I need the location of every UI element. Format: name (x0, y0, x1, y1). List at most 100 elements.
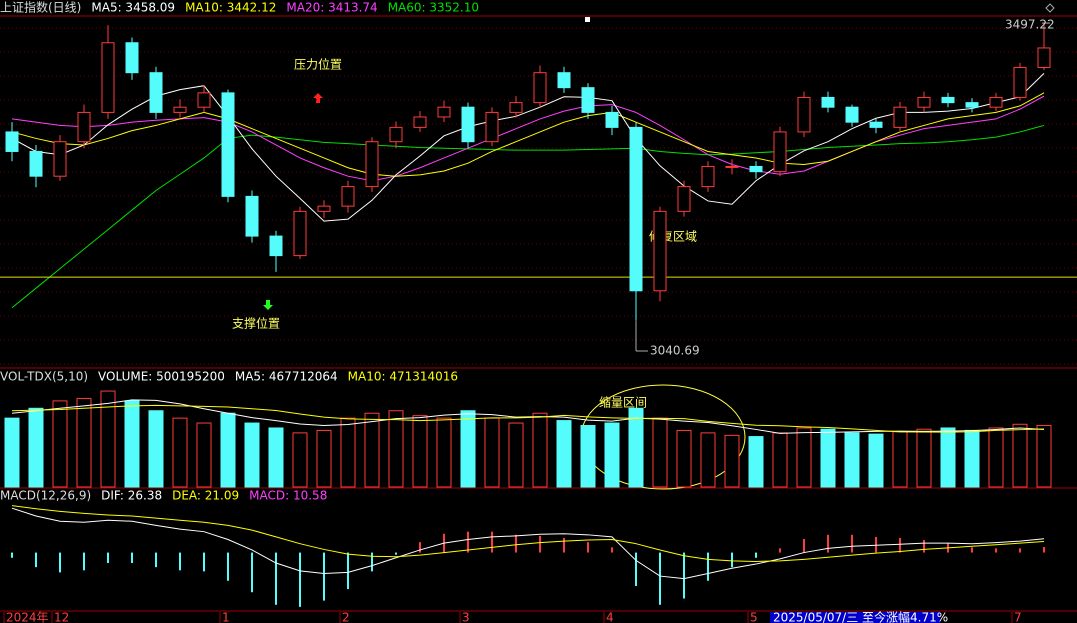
x-tick-label: 2024年 (6, 611, 49, 623)
ma-line (11, 124, 1045, 309)
candle-body (341, 186, 355, 207)
volume-bar (1036, 424, 1052, 488)
annotation: 缩量区间 (599, 395, 647, 410)
candle-body (221, 92, 235, 197)
legend-entry: MA5: 467712064 (235, 370, 338, 384)
candle-body (557, 72, 571, 89)
volume-bar (628, 407, 644, 488)
legend-entry: VOLUME: 500195200 (98, 370, 225, 384)
volume-bar (700, 432, 716, 488)
volume-bar (460, 410, 476, 488)
x-tick-label: 4 (606, 611, 614, 623)
volume-bar (724, 434, 740, 488)
legend-entry: MACD: 10.58 (249, 489, 327, 503)
volume-bar (532, 412, 548, 488)
volume-bar (220, 412, 236, 488)
diamond-icon[interactable] (1045, 3, 1055, 13)
candle-body (677, 186, 691, 212)
candle-body (917, 96, 931, 108)
legend-entry: MA5: 3458.09 (91, 1, 175, 15)
legend-entry: MA60: 3352.10 (388, 1, 479, 15)
candle-body (989, 96, 1003, 108)
candle-body (125, 42, 139, 74)
ma-line (11, 72, 1045, 222)
candle-body (1037, 47, 1051, 68)
volume-bar (604, 422, 620, 488)
x-tick-label: 12 (54, 611, 69, 623)
candle-body (197, 92, 211, 108)
candle-body (389, 126, 403, 143)
candle-body (725, 165, 739, 168)
high-label: 3497.22 (1005, 18, 1055, 32)
volume-bar (1012, 423, 1028, 488)
volume-bar (844, 432, 860, 488)
volume-bar (964, 429, 980, 488)
marker (585, 17, 590, 22)
panel-title: 上证指数(日线) (0, 0, 81, 15)
low-label: 3040.69 (650, 344, 700, 358)
volume-bar (508, 422, 524, 488)
candle-body (269, 235, 283, 257)
legend-entry: DEA: 21.09 (172, 489, 239, 503)
volume-bar (820, 428, 836, 488)
candle-body (173, 106, 187, 113)
volume-bar (988, 427, 1004, 488)
arrow-up (313, 93, 323, 103)
x-tick-label: 3 (462, 611, 470, 623)
x-tick-label: 2 (342, 611, 350, 623)
legend-entry: MA20: 3413.74 (286, 1, 377, 15)
x-tick-label: 1 (222, 611, 230, 623)
candle-body (101, 42, 115, 113)
panel-title: MACD(12,26,9) (0, 489, 91, 503)
legend-entry: DIF: 26.38 (101, 489, 162, 503)
volume-bar (940, 427, 956, 488)
volume-bar (340, 417, 356, 488)
candle-body (941, 96, 955, 104)
candle-body (653, 210, 667, 292)
candle-body (893, 106, 907, 128)
volume-bar (412, 415, 428, 488)
volume-bar (364, 412, 380, 488)
candle-body (605, 111, 619, 128)
volume-bar (52, 400, 68, 488)
volume-bar (316, 429, 332, 488)
candle-body (149, 72, 163, 113)
volume-bar (124, 400, 140, 488)
candle-body (701, 165, 715, 188)
ma-line (11, 507, 1045, 580)
candle-body (533, 72, 547, 104)
candle-body (629, 126, 643, 292)
volume-bar (868, 433, 884, 488)
volume-bar (268, 427, 284, 488)
candle-body (485, 111, 499, 143)
candle-body (365, 141, 379, 188)
candle-body (773, 131, 787, 173)
volume-bar (28, 407, 44, 488)
ma-line (11, 505, 1045, 562)
volume-bar (388, 410, 404, 488)
candle-body (581, 87, 595, 113)
volume-bar (772, 432, 788, 488)
legend-entry: MA10: 471314016 (348, 370, 458, 384)
x-tick-label: 5 (750, 611, 758, 623)
volume-bar (244, 422, 260, 488)
status-box (770, 612, 940, 623)
candle-body (53, 141, 67, 177)
volume-bar (556, 420, 572, 488)
candle-body (749, 165, 763, 173)
status: 2025/05/07/三 至今涨幅4.71% (773, 610, 948, 623)
volume-bar (172, 417, 188, 488)
candle-body (317, 205, 331, 212)
volume-bar (292, 432, 308, 488)
candle-body (965, 102, 979, 108)
arrow-down (263, 300, 273, 310)
legend-entry: MA10: 3442.12 (185, 1, 276, 15)
volume-bar (748, 436, 764, 488)
volume-bar (484, 417, 500, 488)
x-tick-label: 7 (1014, 611, 1022, 623)
ma-line (11, 399, 1045, 434)
candle-body (461, 106, 475, 143)
